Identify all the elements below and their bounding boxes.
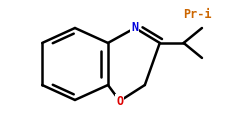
Text: N: N	[131, 22, 139, 34]
Text: O: O	[116, 95, 123, 107]
Text: Pr-i: Pr-i	[183, 8, 212, 21]
